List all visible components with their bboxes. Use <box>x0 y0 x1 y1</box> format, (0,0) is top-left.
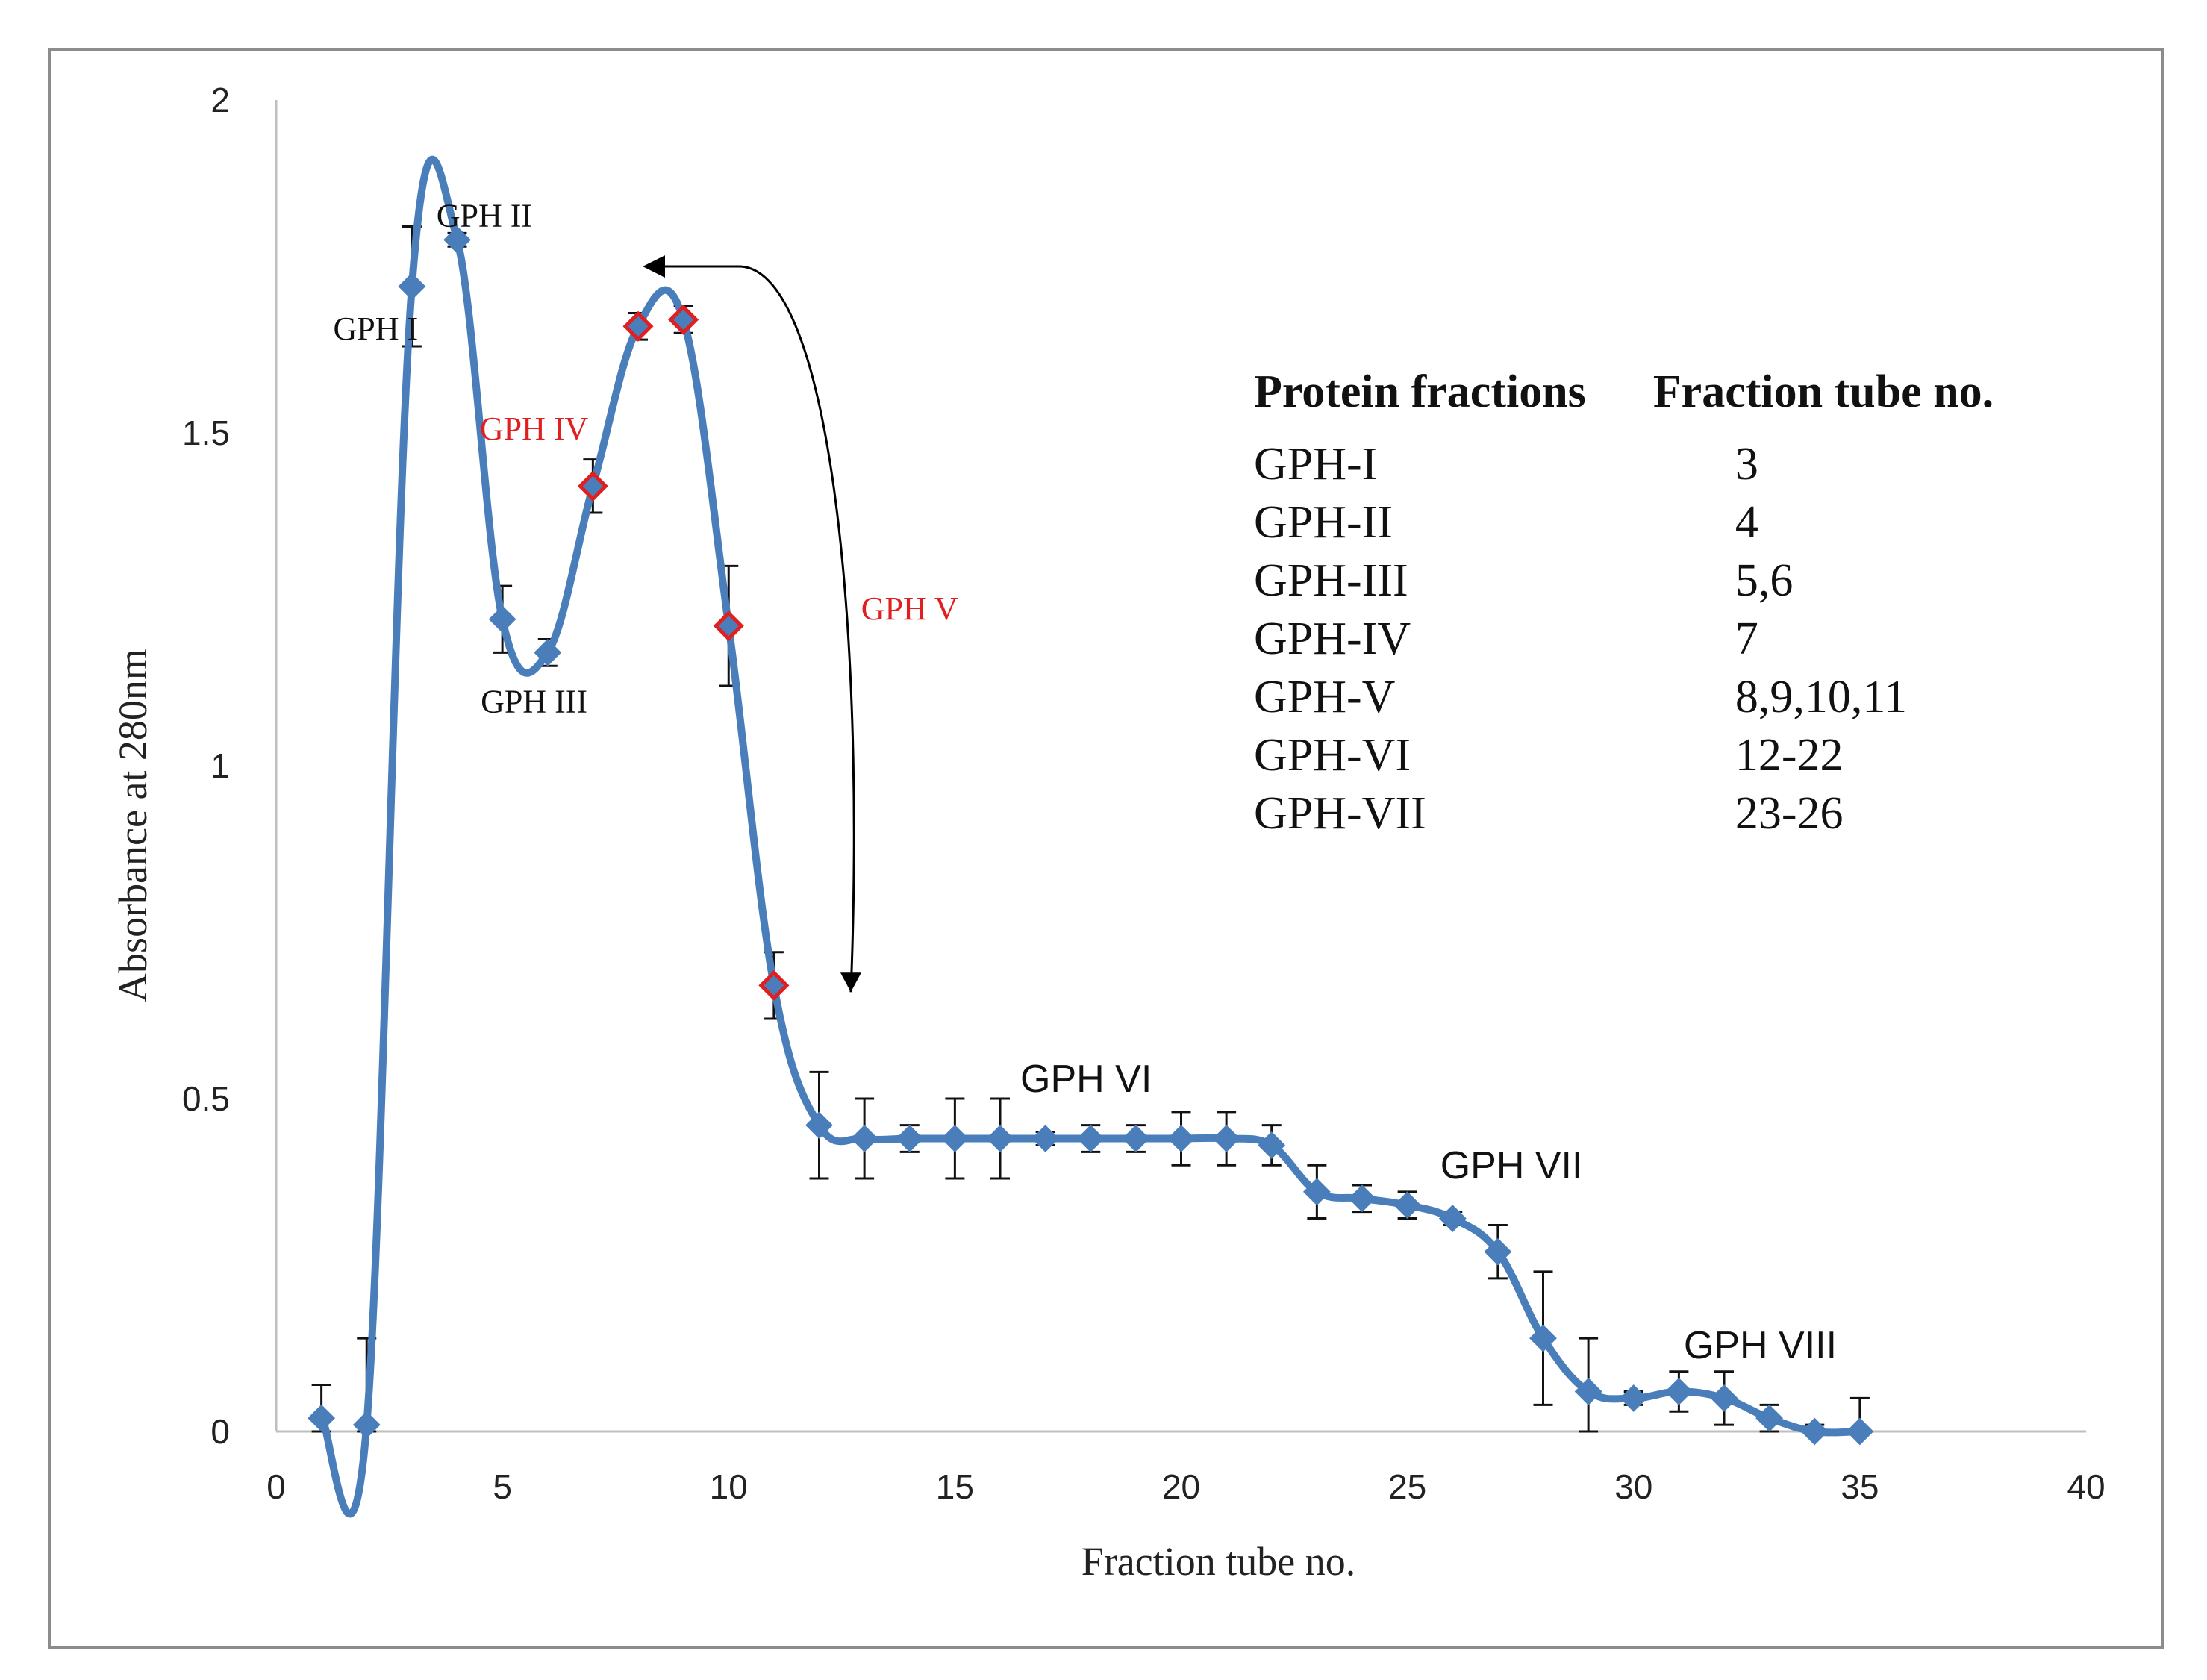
fraction-tube: 4 <box>1735 496 1758 548</box>
fraction-table-row: GPH-VII 23-26 <box>1254 784 1994 843</box>
annotation-label: GPH VI <box>1020 1058 1152 1101</box>
annotation-label: GPH I <box>334 310 419 347</box>
annotation-label: GPH VIII <box>1684 1324 1837 1367</box>
figure-frame <box>48 48 2164 1649</box>
data-point <box>488 605 516 634</box>
x-tick-label: 15 <box>936 1467 974 1506</box>
data-points <box>308 225 1874 1446</box>
y-tick-label: 0 <box>210 1412 230 1451</box>
fraction-table-row: GPH-VI 12-22 <box>1254 726 1994 784</box>
data-point <box>1302 1178 1331 1206</box>
fraction-table-header-protein: Protein fractions <box>1254 366 1586 417</box>
data-point <box>1438 1205 1467 1232</box>
data-point <box>1846 1417 1874 1446</box>
fraction-tube: 23-26 <box>1735 787 1844 839</box>
data-point <box>443 225 471 254</box>
y-axis-title: Absorbance at 280nm <box>110 649 155 1002</box>
x-tick-label: 40 <box>2067 1467 2105 1506</box>
x-tick-label: 30 <box>1614 1467 1652 1506</box>
data-point <box>668 304 699 335</box>
x-tick-label: 35 <box>1841 1467 1879 1506</box>
fraction-table: Protein fractions Fraction tube no. GPH-… <box>1254 366 1994 843</box>
fraction-name: GPH-I <box>1254 438 1378 490</box>
y-tick-label: 0.5 <box>182 1079 230 1118</box>
data-point <box>805 1111 833 1140</box>
y-tick-label: 1 <box>210 746 230 785</box>
fraction-table-row: GPH-II 4 <box>1254 493 1994 552</box>
data-point <box>1484 1237 1512 1266</box>
annotation-label: GPH VII <box>1440 1144 1583 1187</box>
data-point <box>1167 1125 1195 1152</box>
annotation-label: GPH III <box>481 684 587 720</box>
fraction-tube: 12-22 <box>1735 729 1844 781</box>
fraction-name: GPH-VII <box>1254 787 1426 839</box>
data-point <box>398 272 426 301</box>
fraction-table-row: GPH-IV 7 <box>1254 610 1994 668</box>
fraction-table-row: GPH-V 8,9,10,11 <box>1254 668 1994 726</box>
annotation-label: GPH IV <box>480 410 589 447</box>
data-point <box>1620 1384 1648 1412</box>
fraction-tube: 5,6 <box>1735 555 1794 606</box>
x-tick-label: 10 <box>710 1467 748 1506</box>
data-point <box>713 611 744 642</box>
data-point <box>1348 1184 1376 1213</box>
fraction-table-header-tube: Fraction tube no. <box>1652 366 1994 417</box>
data-point <box>1122 1125 1150 1152</box>
fraction-tube: 8,9,10,11 <box>1735 671 1908 722</box>
data-point <box>1031 1125 1060 1152</box>
x-tick-label: 25 <box>1388 1467 1426 1506</box>
annotation-label: GPH II <box>437 197 532 234</box>
fraction-name: GPH-VI <box>1254 729 1411 781</box>
data-point <box>1800 1417 1829 1446</box>
x-axis-title: Fraction tube no. <box>1081 1539 1355 1584</box>
data-point <box>1574 1378 1602 1405</box>
y-tick-label: 2 <box>210 81 230 119</box>
fraction-table-row: GPH-III 5,6 <box>1254 552 1994 610</box>
fraction-name: GPH-II <box>1254 496 1393 548</box>
data-point <box>622 310 654 342</box>
data-point <box>1755 1404 1784 1432</box>
x-tick-label: 5 <box>493 1467 512 1506</box>
data-point <box>1258 1131 1286 1159</box>
x-tick-label: 20 <box>1162 1467 1200 1506</box>
data-point <box>308 1404 336 1432</box>
data-point <box>896 1125 924 1152</box>
data-point <box>1076 1125 1105 1152</box>
x-tick-label: 0 <box>266 1467 286 1506</box>
annotation-label: GPH V <box>861 590 958 627</box>
arrow-head-down <box>840 972 861 993</box>
axis-labels: 0 5 10 15 20 25 30 35 40 0 0.5 1 1.5 2 Fraction tube n… <box>110 81 2105 1584</box>
data-point <box>940 1125 969 1152</box>
data-point <box>534 638 562 666</box>
arrow-curve <box>643 255 855 993</box>
data-point <box>986 1125 1014 1152</box>
data-point <box>1664 1378 1693 1405</box>
data-point <box>1710 1384 1738 1412</box>
fraction-name: GPH-III <box>1254 555 1408 606</box>
y-tick-label: 1.5 <box>182 413 230 452</box>
annotations: GPH I GPH II GPH III GPH IV GPH V GPH VI GPH V… <box>334 197 1838 1367</box>
fraction-tube: 3 <box>1735 438 1758 490</box>
data-point <box>577 470 608 502</box>
data-point <box>1393 1191 1422 1220</box>
gph-v-arrow <box>643 255 861 993</box>
fraction-name: GPH-IV <box>1254 613 1411 664</box>
data-point <box>1529 1324 1557 1352</box>
data-point <box>1212 1125 1240 1152</box>
axes <box>275 100 2086 1433</box>
data-point <box>850 1125 878 1152</box>
data-point <box>352 1411 381 1439</box>
fraction-name: GPH-V <box>1254 671 1396 722</box>
fraction-table-header: Protein fractions Fraction tube no. <box>1254 366 1994 435</box>
data-point <box>758 969 790 1001</box>
fraction-table-row: GPH-I 3 <box>1254 435 1994 493</box>
fraction-tube: 7 <box>1735 613 1758 664</box>
